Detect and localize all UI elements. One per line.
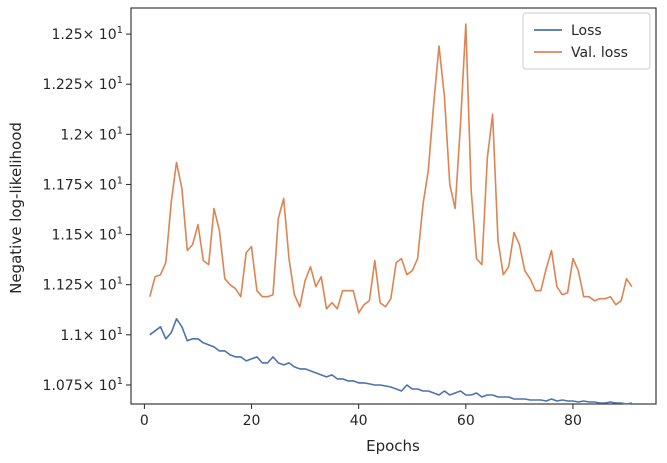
legend-label: Loss bbox=[571, 23, 602, 39]
legend: Loss Val. loss bbox=[522, 12, 651, 70]
y-tick-label: 1.1× 101 bbox=[60, 326, 123, 344]
y-tick-label: 1.2× 101 bbox=[60, 125, 123, 143]
y-tick-label: 1.15× 101 bbox=[51, 226, 123, 244]
y-tick-label: 1.125× 101 bbox=[43, 276, 123, 294]
y-axis-label: Negative log-likelihood bbox=[7, 122, 25, 294]
x-tick-label: 0 bbox=[140, 413, 149, 429]
x-tick-label: 20 bbox=[243, 413, 261, 429]
x-axis-label: Epochs bbox=[366, 437, 420, 455]
series-line-val-loss bbox=[149, 23, 633, 314]
legend-label: Val. loss bbox=[571, 45, 628, 61]
legend-box bbox=[522, 12, 651, 70]
y-tick-label: 1.075× 101 bbox=[43, 376, 123, 394]
y-tick-label: 1.25× 101 bbox=[51, 25, 123, 43]
plot-frame bbox=[130, 7, 657, 405]
y-tick-label: 1.225× 101 bbox=[43, 75, 123, 93]
y-tick-label: 1.175× 101 bbox=[43, 175, 123, 193]
series-line-loss bbox=[149, 317, 633, 405]
x-tick-label: 60 bbox=[457, 413, 475, 429]
series-layer bbox=[149, 23, 633, 405]
y-axis: 1.075× 101 1.1× 101 1.125× 101 1.15× 101 1.1… bbox=[43, 25, 131, 394]
x-axis: 0 20 40 60 80 bbox=[140, 404, 582, 429]
plot-border bbox=[130, 7, 657, 405]
x-tick-label: 80 bbox=[564, 413, 582, 429]
x-tick-label: 40 bbox=[350, 413, 368, 429]
